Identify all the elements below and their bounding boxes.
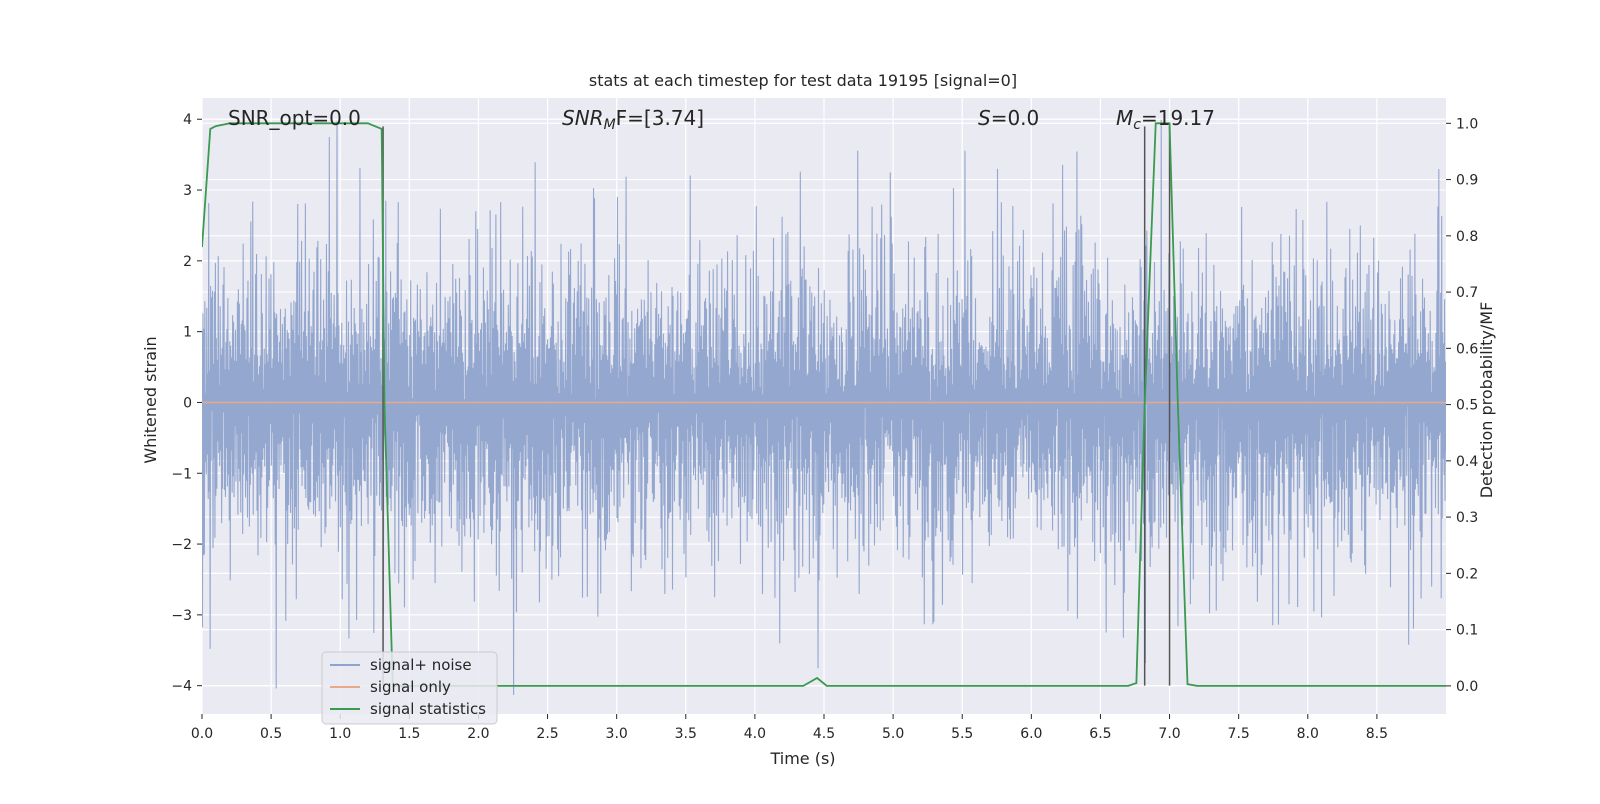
x-tick-label: 1.5 <box>398 726 420 742</box>
x-tick-label: 0.0 <box>191 726 213 742</box>
y-right-tick-label: 0.2 <box>1456 566 1478 582</box>
x-tick-label: 2.0 <box>467 726 489 742</box>
x-tick-label: 8.0 <box>1297 726 1319 742</box>
annotation-s: S=0.0 <box>978 106 1039 130</box>
series-signal-statistics-line <box>202 122 1446 687</box>
chart-title: stats at each timestep for test data 191… <box>589 71 1017 90</box>
y-right-tick-label: 0.6 <box>1456 341 1478 357</box>
y-tick-label: 2 <box>183 254 192 270</box>
y-right-tick-label: 0.1 <box>1456 623 1478 639</box>
y-tick-label: −3 <box>171 608 192 624</box>
x-tick-label: 3.5 <box>675 726 697 742</box>
y-right-tick-label: 0.8 <box>1456 229 1478 245</box>
y-right-tick-label: 1.0 <box>1456 116 1478 132</box>
x-tick-label: 1.0 <box>329 726 351 742</box>
legend-label: signal only <box>370 678 451 696</box>
y-right-tick-label: 0.9 <box>1456 173 1478 189</box>
x-tick-label: 5.0 <box>882 726 904 742</box>
legend-label: signal+ noise <box>370 656 472 674</box>
annotation-snr-mf: SNRMF=[3.74] <box>562 106 704 133</box>
x-tick-label: 4.5 <box>813 726 835 742</box>
y-axis-label-right: Detection probability/MF <box>1477 302 1496 499</box>
x-tick-label: 7.5 <box>1228 726 1250 742</box>
y-right-tick-label: 0.5 <box>1456 398 1478 414</box>
y-right-tick-label: 0.0 <box>1456 679 1478 695</box>
y-tick-label: −1 <box>171 466 192 482</box>
y-tick-label: 0 <box>183 395 192 411</box>
x-tick-label: 8.5 <box>1366 726 1388 742</box>
y-right-tick-label: 0.3 <box>1456 510 1478 526</box>
y-tick-label: 3 <box>183 183 192 199</box>
x-tick-label: 7.0 <box>1158 726 1180 742</box>
x-tick-label: 4.0 <box>744 726 766 742</box>
x-axis-label: Time (s) <box>769 749 835 768</box>
x-tick-label: 6.0 <box>1020 726 1042 742</box>
annotation-snr-opt: SNR_opt=0.0 <box>228 106 361 130</box>
x-tick-label: 6.5 <box>1089 726 1111 742</box>
series-signal-noise-line <box>202 119 1446 695</box>
x-tick-label: 0.5 <box>260 726 282 742</box>
annotation-mc: Mc=19.17 <box>1116 106 1215 133</box>
x-tick-label: 5.5 <box>951 726 973 742</box>
legend-label: signal statistics <box>370 700 486 718</box>
y-tick-label: 1 <box>183 325 192 341</box>
legend-box <box>321 651 498 725</box>
x-tick-label: 3.0 <box>606 726 628 742</box>
y-tick-label: −4 <box>171 679 192 695</box>
y-axis-label: Whitened strain <box>141 336 160 463</box>
plot-area: 0.0 0.5 1.0 1.5 2.0 2.5 3.0 3.5 4.0 4.5 5.0 5.5 6.0 6… <box>171 98 1478 742</box>
data-layer <box>202 119 1446 695</box>
y-right-tick-label: 0.4 <box>1456 454 1478 470</box>
legend: signal+ noise signal only signal statistic… <box>321 651 498 725</box>
x-tick-label: 2.5 <box>536 726 558 742</box>
y-tick-label: −2 <box>171 537 192 553</box>
y-right-tick-label: 0.7 <box>1456 285 1478 301</box>
y-tick-label: 4 <box>183 112 192 128</box>
